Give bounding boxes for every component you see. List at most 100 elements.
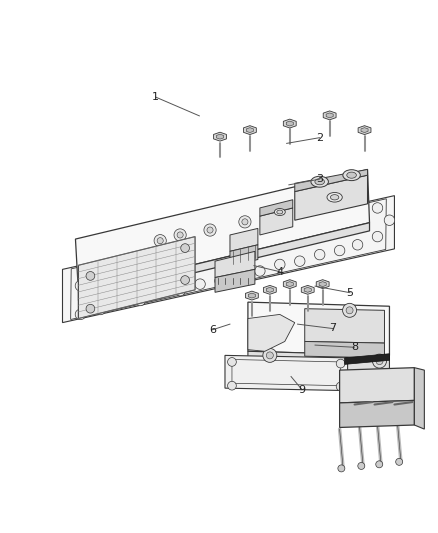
Circle shape bbox=[75, 280, 86, 291]
Circle shape bbox=[254, 266, 265, 276]
Polygon shape bbox=[248, 293, 255, 298]
Polygon shape bbox=[345, 354, 389, 365]
Ellipse shape bbox=[274, 208, 285, 215]
Polygon shape bbox=[358, 126, 371, 134]
Polygon shape bbox=[305, 342, 385, 358]
Ellipse shape bbox=[277, 210, 283, 214]
Text: 2: 2 bbox=[316, 133, 323, 143]
Circle shape bbox=[314, 249, 325, 260]
Ellipse shape bbox=[327, 192, 342, 202]
Polygon shape bbox=[316, 280, 329, 288]
Ellipse shape bbox=[311, 176, 328, 187]
Circle shape bbox=[376, 461, 383, 468]
Polygon shape bbox=[232, 359, 341, 386]
Circle shape bbox=[154, 235, 166, 247]
Circle shape bbox=[352, 239, 363, 250]
Text: 8: 8 bbox=[351, 342, 358, 352]
Circle shape bbox=[228, 358, 237, 366]
Ellipse shape bbox=[315, 179, 325, 185]
Polygon shape bbox=[225, 356, 348, 391]
Polygon shape bbox=[230, 245, 258, 265]
Circle shape bbox=[174, 229, 186, 241]
Circle shape bbox=[195, 279, 205, 289]
Circle shape bbox=[336, 359, 345, 368]
Polygon shape bbox=[283, 280, 296, 288]
Polygon shape bbox=[260, 200, 293, 216]
Polygon shape bbox=[286, 121, 293, 126]
Circle shape bbox=[75, 309, 86, 320]
Circle shape bbox=[294, 256, 305, 266]
Polygon shape bbox=[339, 400, 414, 427]
Circle shape bbox=[396, 458, 403, 465]
Circle shape bbox=[235, 269, 245, 279]
Polygon shape bbox=[263, 285, 276, 294]
Circle shape bbox=[204, 224, 216, 236]
Polygon shape bbox=[339, 368, 414, 403]
Circle shape bbox=[86, 304, 95, 313]
Polygon shape bbox=[295, 175, 367, 220]
Ellipse shape bbox=[330, 195, 339, 200]
Polygon shape bbox=[63, 196, 395, 322]
Circle shape bbox=[175, 286, 185, 296]
Circle shape bbox=[372, 354, 386, 368]
Text: 7: 7 bbox=[329, 324, 336, 334]
Text: 4: 4 bbox=[276, 266, 284, 277]
Polygon shape bbox=[301, 285, 314, 294]
Polygon shape bbox=[266, 287, 273, 292]
Circle shape bbox=[155, 288, 166, 298]
Circle shape bbox=[177, 232, 183, 238]
Circle shape bbox=[207, 227, 213, 233]
Polygon shape bbox=[248, 351, 389, 374]
Circle shape bbox=[135, 295, 145, 306]
Polygon shape bbox=[78, 223, 370, 301]
Circle shape bbox=[263, 349, 277, 362]
Circle shape bbox=[346, 307, 353, 314]
Circle shape bbox=[334, 245, 345, 256]
Polygon shape bbox=[283, 119, 296, 128]
Polygon shape bbox=[414, 368, 424, 429]
Circle shape bbox=[372, 203, 383, 213]
Polygon shape bbox=[319, 281, 326, 287]
Circle shape bbox=[86, 271, 95, 280]
Circle shape bbox=[338, 465, 345, 472]
Polygon shape bbox=[215, 252, 255, 278]
Text: 3: 3 bbox=[316, 174, 323, 184]
Circle shape bbox=[157, 238, 163, 244]
Polygon shape bbox=[361, 128, 368, 133]
Polygon shape bbox=[215, 269, 255, 292]
Circle shape bbox=[242, 219, 248, 225]
Polygon shape bbox=[244, 126, 256, 134]
Circle shape bbox=[95, 304, 106, 315]
Ellipse shape bbox=[347, 172, 357, 178]
Polygon shape bbox=[323, 111, 336, 120]
Circle shape bbox=[266, 352, 273, 359]
Text: 5: 5 bbox=[346, 288, 353, 298]
Circle shape bbox=[115, 298, 126, 308]
Text: 1: 1 bbox=[152, 92, 159, 102]
Circle shape bbox=[181, 276, 190, 285]
Circle shape bbox=[239, 216, 251, 228]
Polygon shape bbox=[260, 208, 293, 235]
Polygon shape bbox=[71, 199, 386, 319]
Polygon shape bbox=[214, 132, 226, 141]
Circle shape bbox=[215, 276, 225, 286]
Text: 6: 6 bbox=[209, 325, 216, 335]
Circle shape bbox=[358, 463, 365, 470]
Polygon shape bbox=[248, 314, 295, 351]
Polygon shape bbox=[295, 169, 367, 191]
Circle shape bbox=[372, 231, 383, 242]
Circle shape bbox=[275, 259, 285, 270]
Polygon shape bbox=[216, 134, 223, 139]
Circle shape bbox=[336, 382, 345, 391]
Ellipse shape bbox=[343, 169, 360, 181]
Polygon shape bbox=[286, 281, 293, 287]
Polygon shape bbox=[326, 113, 333, 118]
Circle shape bbox=[181, 244, 190, 253]
Polygon shape bbox=[230, 229, 258, 252]
Polygon shape bbox=[75, 169, 370, 292]
Polygon shape bbox=[78, 237, 195, 319]
Circle shape bbox=[376, 358, 383, 365]
Text: 9: 9 bbox=[298, 385, 306, 394]
Polygon shape bbox=[248, 302, 389, 356]
Polygon shape bbox=[246, 128, 254, 133]
